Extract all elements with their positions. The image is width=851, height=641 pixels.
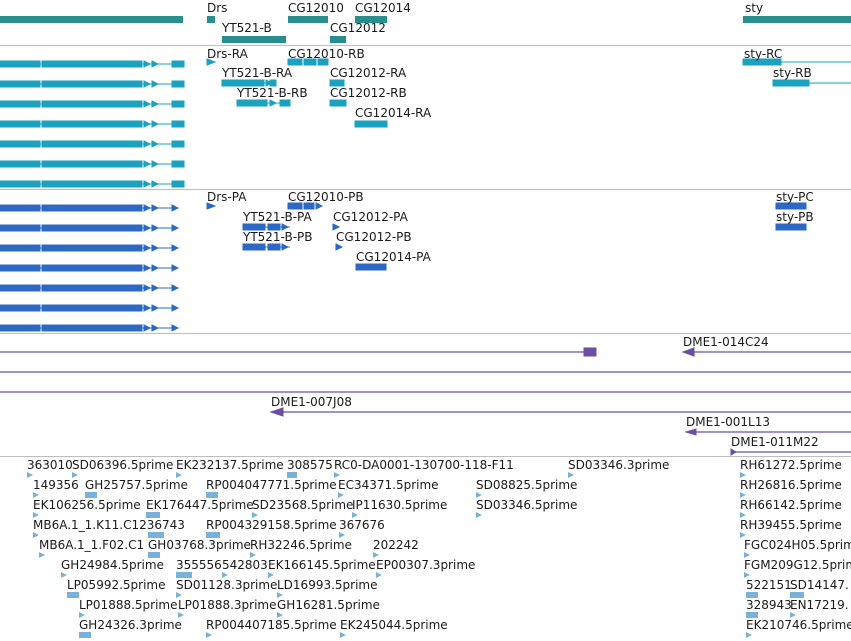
transcript-track: Drs-RA CG12010-RB YT521-B-RA CG12012-RA … — [0, 46, 851, 190]
est-label[interactable]: RC0-DA0001-130700-118-F11 — [334, 458, 514, 472]
est-label[interactable]: FGC024H05.5prime — [744, 538, 851, 552]
polypeptide-label[interactable]: sty-PB — [776, 210, 814, 224]
transcript-label[interactable]: YT521-B-RA — [222, 66, 293, 80]
est-label[interactable]: SD23568.5prime — [252, 498, 354, 512]
bac-clone-track: DME1-014C24 DME1-007J08 DME1-001L13 DME1… — [0, 334, 851, 457]
polypeptide-label[interactable]: YT521-B-PA — [243, 210, 312, 224]
est-label[interactable]: LD16993.5prime — [277, 578, 378, 592]
gene-glyph[interactable] — [355, 16, 387, 23]
gene-label[interactable]: CG12014 — [355, 1, 411, 15]
est-label[interactable]: 202242 — [373, 538, 419, 552]
bac-clone-label[interactable]: DME1-007J08 — [271, 395, 352, 409]
est-label[interactable]: 355556 — [176, 558, 222, 572]
polypeptide-track: Drs-PA CG12010-PB YT521-B-PA CG12012-PA … — [0, 190, 851, 334]
est-label[interactable]: SD08825.5prime — [476, 478, 578, 492]
transcript-left-models[interactable] — [0, 46, 190, 189]
est-label[interactable]: 367676 — [339, 518, 385, 532]
polypeptide-label[interactable]: CG12012-PB — [336, 230, 412, 244]
est-label[interactable]: GH25757.5prime — [85, 478, 188, 492]
est-label[interactable]: RP004407185.5prime — [206, 618, 337, 632]
gene-span-track: Drs CG12010 CG12014 YT521-B CG12012 sty — [0, 0, 851, 46]
est-label[interactable]: GH16281.5prime — [277, 598, 380, 612]
polypeptide-left-models[interactable] — [0, 190, 190, 333]
est-label[interactable]: SD01128.3prime — [176, 578, 278, 592]
est-label[interactable]: RH61272.5prime — [740, 458, 842, 472]
est-label[interactable]: EK106256.5prime — [33, 498, 141, 512]
transcript-label[interactable]: CG12012-RA — [330, 66, 407, 80]
gene-glyph[interactable] — [0, 16, 183, 23]
gene-glyph[interactable] — [743, 16, 851, 23]
gene-glyph[interactable] — [288, 16, 328, 23]
polypeptide-label[interactable]: YT521-B-PB — [243, 230, 313, 244]
est-label[interactable]: 149356 — [33, 478, 79, 492]
est-glyphs[interactable] — [0, 457, 851, 640]
est-label[interactable]: GH03768.3prime — [148, 538, 251, 552]
est-label[interactable]: RP004329158.5prime — [206, 518, 337, 532]
polypeptide-label[interactable]: sty-PC — [776, 190, 814, 204]
est-label[interactable]: RH66142.5prime — [740, 498, 842, 512]
est-label[interactable]: EK176447.5prime — [146, 498, 254, 512]
est-label[interactable]: SD06396.5prime — [72, 458, 174, 472]
est-label[interactable]: 522151 — [746, 578, 792, 592]
est-label[interactable]: MB6A.1_1.F02.C1 — [39, 538, 145, 552]
polypeptide-label[interactable]: CG12012-PA — [333, 210, 408, 224]
est-label[interactable]: GH24326.3prime — [79, 618, 182, 632]
transcript-label[interactable]: sty-RC — [744, 47, 783, 61]
est-label[interactable]: EP00307.3prime — [376, 558, 476, 572]
est-label[interactable]: FGM209G12.5prime — [744, 558, 851, 572]
est-label[interactable]: EC34371.5prime — [338, 478, 439, 492]
est-label[interactable]: EK210746.5prime — [746, 618, 851, 632]
est-label[interactable]: SD03346.3prime — [568, 458, 670, 472]
bac-clone-label[interactable]: DME1-011M22 — [731, 435, 819, 449]
est-label[interactable]: 328943 — [746, 598, 792, 612]
est-label[interactable]: 308575 — [287, 458, 333, 472]
est-label[interactable]: 363010 — [27, 458, 73, 472]
transcript-label[interactable]: sty-RB — [773, 66, 812, 80]
polypeptide-label[interactable]: CG12010-PB — [288, 190, 364, 204]
polypeptide-mid-models[interactable] — [0, 190, 851, 333]
gene-label[interactable]: CG12010 — [288, 1, 344, 15]
est-label[interactable]: EK166145.5prime — [268, 558, 376, 572]
transcript-label[interactable]: CG12010-RB — [288, 47, 365, 61]
gene-label[interactable]: YT521-B — [222, 21, 272, 35]
bac-clone-label[interactable]: DME1-001L13 — [686, 415, 770, 429]
est-label[interactable]: GH24984.5prime — [61, 558, 164, 572]
est-label[interactable]: IP11630.5prime — [352, 498, 448, 512]
est-label[interactable]: 542803 — [222, 558, 268, 572]
est-label[interactable]: LP01888.3prime — [178, 598, 277, 612]
est-label[interactable]: MB6A.1_1.K11.C1236743 — [33, 518, 185, 532]
est-label[interactable]: LP05992.5prime — [67, 578, 166, 592]
gene-label[interactable]: sty — [745, 1, 764, 15]
est-label[interactable]: EK232137.5prime — [176, 458, 284, 472]
transcript-label[interactable]: Drs-RA — [207, 47, 248, 61]
est-label[interactable]: EN17219. — [790, 598, 849, 612]
est-track: 363010 SD06396.5prime EK232137.5prime 30… — [0, 457, 851, 640]
polypeptide-label[interactable]: CG12014-PA — [356, 250, 431, 264]
transcript-label[interactable]: YT521-B-RB — [237, 86, 308, 100]
gene-glyph[interactable] — [222, 36, 286, 43]
gene-glyph[interactable] — [207, 16, 215, 23]
est-label[interactable]: RH39455.5prime — [740, 518, 842, 532]
gene-label[interactable]: CG12012 — [330, 21, 386, 35]
transcript-label[interactable]: CG12014-RA — [355, 106, 432, 120]
est-label[interactable]: EK245044.5prime — [340, 618, 448, 632]
transcript-mid-models[interactable] — [0, 46, 851, 189]
gene-glyph[interactable] — [330, 36, 346, 43]
est-label[interactable]: SD03346.5prime — [476, 498, 578, 512]
est-label[interactable]: SD14147. — [790, 578, 849, 592]
bac-clone-lines[interactable] — [0, 334, 851, 456]
est-label[interactable]: LP01888.5prime — [79, 598, 178, 612]
gene-label[interactable]: Drs — [207, 1, 228, 15]
polypeptide-label[interactable]: Drs-PA — [207, 190, 247, 204]
bac-clone-label[interactable]: DME1-014C24 — [683, 335, 769, 349]
est-label[interactable]: RH26816.5prime — [740, 478, 842, 492]
est-label[interactable]: RH32246.5prime — [250, 538, 352, 552]
est-label[interactable]: RP004047771.5prime — [206, 478, 337, 492]
transcript-label[interactable]: CG12012-RB — [330, 86, 407, 100]
